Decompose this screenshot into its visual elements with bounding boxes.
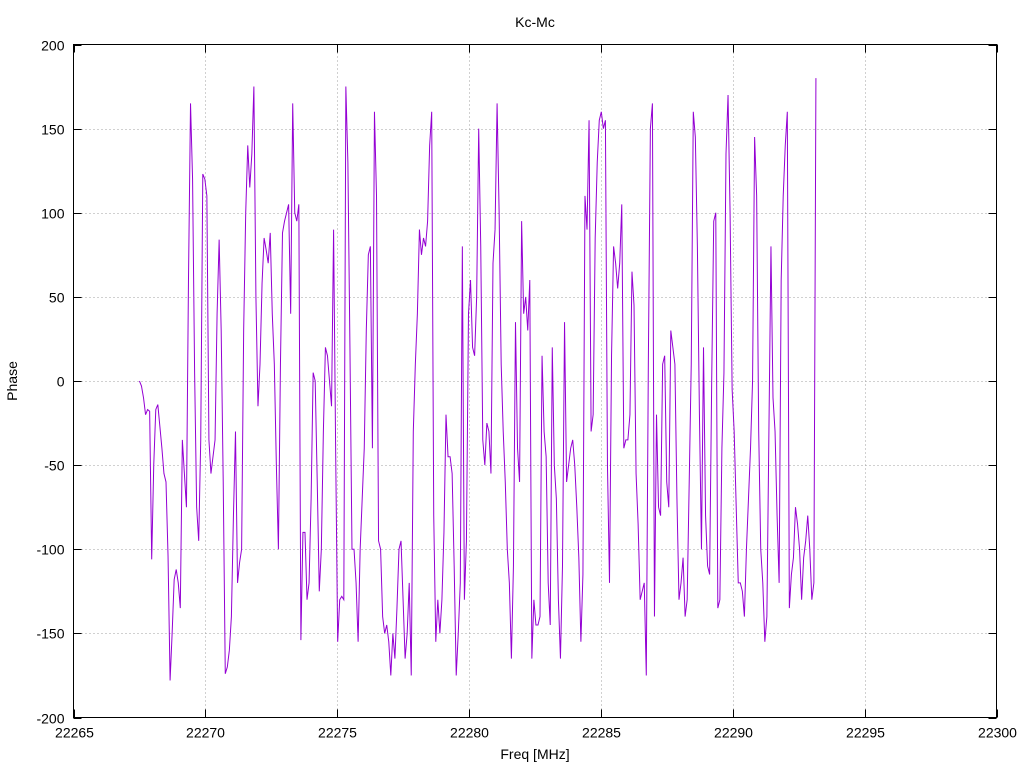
grid-lines: [73, 44, 997, 718]
x-tick-label: 22270: [186, 725, 225, 741]
y-tick-label: 200: [41, 38, 65, 54]
x-tick-label: 22290: [714, 725, 753, 741]
x-tick-label: 22265: [55, 725, 94, 741]
series-group: [138, 78, 817, 681]
chart-title: Kc-Mc: [515, 14, 555, 30]
y-tick-label: 50: [49, 290, 65, 306]
x-tick-label: 22300: [978, 725, 1017, 741]
y-tick-labels: -200 -150 -100 -50 0 50 100 150 200: [36, 38, 64, 727]
y-tick-label: -100: [36, 542, 64, 558]
x-tick-label: 22295: [846, 725, 885, 741]
y-tick-label: -50: [44, 458, 64, 474]
x-tick-labels: 22265 22270 22275 22280 22285 22290 22295 22300: [55, 725, 1017, 741]
series-line-1: [138, 78, 817, 681]
x-tick-label: 22275: [318, 725, 357, 741]
x-axis-title: Freq [MHz]: [500, 746, 569, 762]
y-tick-label: -200: [36, 711, 64, 727]
y-tick-label: -150: [36, 626, 64, 642]
y-axis-title: Phase: [4, 361, 20, 401]
y-tick-label: 0: [57, 374, 65, 390]
x-tick-label: 22280: [450, 725, 489, 741]
y-tick-label: 100: [41, 206, 65, 222]
y-tick-label: 150: [41, 122, 65, 138]
axis-ticks: [73, 44, 998, 719]
x-tick-label: 22285: [582, 725, 621, 741]
